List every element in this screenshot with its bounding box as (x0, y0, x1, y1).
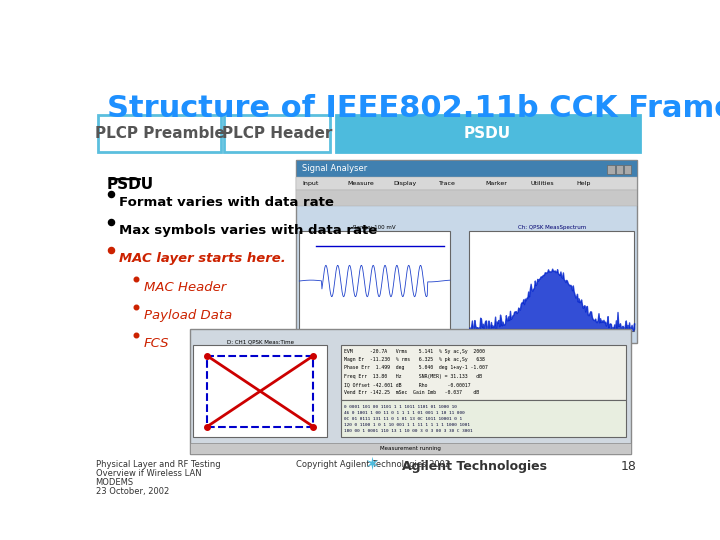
Text: FCS: FCS (144, 337, 170, 350)
Text: Phase Err  1.499  deg     5.040  deg 1+ay-1 -1.007: Phase Err 1.499 deg 5.040 deg 1+ay-1 -1.… (344, 366, 487, 370)
Text: Measure: Measure (348, 181, 374, 186)
Text: Range: 100 mV: Range: 100 mV (354, 225, 396, 230)
Text: ✶: ✶ (364, 456, 379, 474)
Text: Overview if Wireless LAN: Overview if Wireless LAN (96, 469, 201, 478)
Bar (297, 160, 637, 177)
Text: D: CH1 QPSK Meas:Time: D: CH1 QPSK Meas:Time (227, 339, 294, 345)
Text: PLCP Header: PLCP Header (222, 126, 332, 141)
Text: 18: 18 (621, 460, 637, 473)
Text: Display: Display (394, 181, 417, 186)
Text: 180 00 1 0001 110 13 1 10 00 3 0 3 00 3 30 C 3001: 180 00 1 0001 110 13 1 10 00 3 0 3 00 3 … (344, 429, 472, 434)
FancyBboxPatch shape (336, 114, 639, 152)
Text: Max symbols varies with data rate: Max symbols varies with data rate (119, 224, 377, 237)
Text: Format varies with data rate: Format varies with data rate (119, 196, 334, 209)
Bar (616, 165, 623, 174)
Text: Input: Input (302, 181, 318, 186)
Bar (297, 177, 637, 190)
Text: Help: Help (577, 181, 591, 186)
Text: PSDU: PSDU (107, 177, 154, 192)
Text: Payload Data: Payload Data (144, 309, 233, 322)
Text: Physical Layer and RF Testing: Physical Layer and RF Testing (96, 460, 220, 469)
Text: 0 0001 101 00 1101 1 1 1011 1101 01 1000 10: 0 0001 101 00 1101 1 1 1011 1101 01 1000… (344, 404, 456, 408)
Bar (607, 165, 615, 174)
Text: Trace: Trace (439, 181, 456, 186)
Bar (341, 400, 626, 437)
Text: Marker: Marker (485, 181, 507, 186)
Text: EVM      -20.7A   Vrms    5.141  % Sy ac,Sy  2000: EVM -20.7A Vrms 5.141 % Sy ac,Sy 2000 (344, 349, 485, 354)
Text: 0C 01 0111 131 11 0 1 01 13 0C 1011 10001 0 1: 0C 01 0111 131 11 0 1 01 13 0C 1011 1000… (344, 417, 462, 421)
Bar (190, 443, 631, 454)
Text: PSDU: PSDU (464, 126, 511, 141)
Bar (297, 190, 637, 206)
Text: Agilent Technologies: Agilent Technologies (402, 460, 547, 473)
Bar (469, 231, 634, 331)
Text: MODEMS: MODEMS (96, 478, 134, 487)
Text: MAC layer starts here.: MAC layer starts here. (119, 252, 286, 265)
Text: Freq Err  13.80   Hz      SNR(MER) = 31.133   dB: Freq Err 13.80 Hz SNR(MER) = 31.133 dB (344, 374, 482, 379)
Text: IQ Offset -42.001 dB      Rho       -0.00017: IQ Offset -42.001 dB Rho -0.00017 (344, 382, 470, 387)
Bar (193, 346, 327, 437)
Text: Vend Err -142.25  mSec  Gain Imb   -0.037    dB: Vend Err -142.25 mSec Gain Imb -0.037 dB (344, 390, 479, 395)
Text: 46 0 1001 1 00 11 0 1 1 1 1 01 001 1 10 11 000: 46 0 1001 1 00 11 0 1 1 1 1 01 001 1 10 … (344, 411, 464, 415)
Bar (341, 346, 626, 400)
Text: Copyright Agilent Technologies 2002: Copyright Agilent Technologies 2002 (297, 460, 451, 469)
Text: 23 October, 2002: 23 October, 2002 (96, 487, 168, 496)
Text: Signal Analyser: Signal Analyser (302, 164, 367, 173)
Text: Ch: QPSK MeasSpectrum: Ch: QPSK MeasSpectrum (518, 225, 586, 230)
Text: Magn Er  -11.230  % rms   6.325  % pk ac,Sy   638: Magn Er -11.230 % rms 6.325 % pk ac,Sy 6… (344, 357, 485, 362)
FancyBboxPatch shape (224, 114, 330, 152)
Text: MAC Header: MAC Header (144, 281, 226, 294)
Text: Structure of IEEE802.11b CCK Frame (= Burst): Structure of IEEE802.11b CCK Frame (= Bu… (107, 94, 720, 123)
Text: Measurement running: Measurement running (380, 446, 441, 451)
Bar (297, 160, 637, 343)
Text: PLCP Preamble: PLCP Preamble (95, 126, 225, 141)
Text: Utilities: Utilities (531, 181, 554, 186)
Bar (624, 165, 631, 174)
Bar (190, 329, 631, 454)
Bar (300, 231, 450, 331)
FancyBboxPatch shape (99, 114, 221, 152)
Text: 120 0 1100 1 0 1 10 001 1 1 11 1 1 1 1 1000 1001: 120 0 1100 1 0 1 10 001 1 1 11 1 1 1 1 1… (344, 423, 470, 427)
